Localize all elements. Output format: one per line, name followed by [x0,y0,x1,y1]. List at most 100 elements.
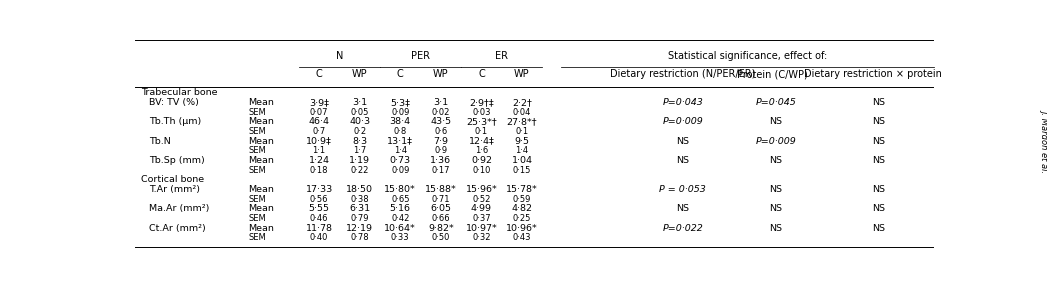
Text: NS: NS [676,204,689,213]
Text: NS: NS [872,204,886,213]
Text: SEM: SEM [248,146,266,155]
Text: 0·92: 0·92 [471,156,492,165]
Text: 0·05: 0·05 [351,108,369,116]
Text: NS: NS [676,136,689,146]
Text: 0·7: 0·7 [312,127,326,136]
Text: 3·1: 3·1 [352,98,367,107]
Text: C: C [316,69,322,79]
Text: 0·18: 0·18 [310,166,329,175]
Text: 0·73: 0·73 [389,156,410,165]
Text: 38·4: 38·4 [389,117,410,126]
Text: 3·1: 3·1 [433,98,448,107]
Text: 0·17: 0·17 [431,166,450,175]
Text: Mean: Mean [248,224,274,233]
Text: 0·42: 0·42 [392,214,409,223]
Text: Mean: Mean [248,117,274,126]
Text: Mean: Mean [248,185,274,194]
Text: 0·43: 0·43 [513,233,531,242]
Text: 0·65: 0·65 [391,195,409,204]
Text: Tb.N: Tb.N [149,136,171,146]
Text: 15·96*: 15·96* [466,185,497,194]
Text: SEM: SEM [248,233,266,242]
Text: 40·3: 40·3 [349,117,371,126]
Text: 0·59: 0·59 [513,195,531,204]
Text: SEM: SEM [248,127,266,136]
Text: WP: WP [514,69,530,79]
Text: 10·9‡: 10·9‡ [306,136,332,146]
Text: Mean: Mean [248,156,274,165]
Text: SEM: SEM [248,166,266,175]
Text: 15·78*: 15·78* [506,185,538,194]
Text: 0·09: 0·09 [392,108,409,116]
Text: NS: NS [872,224,886,233]
Text: 0·56: 0·56 [310,195,329,204]
Text: Tb.Th (μm): Tb.Th (μm) [149,117,201,126]
Text: 0·71: 0·71 [431,195,450,204]
Text: 0·25: 0·25 [513,214,531,223]
Text: 0·02: 0·02 [431,108,450,116]
Text: BV: TV (%): BV: TV (%) [149,98,199,107]
Text: NS: NS [872,98,886,107]
Text: ER: ER [495,51,508,61]
Text: C: C [397,69,404,79]
Text: 0·07: 0·07 [310,108,329,116]
Text: P=0·009: P=0·009 [663,117,703,126]
Text: NS: NS [872,117,886,126]
Text: 15·80*: 15·80* [384,185,416,194]
Text: 12·19: 12·19 [347,224,373,233]
Text: 0·15: 0·15 [513,166,531,175]
Text: 6·05: 6·05 [430,204,451,213]
Text: 0·50: 0·50 [431,233,450,242]
Text: 0·03: 0·03 [472,108,491,116]
Text: 1·04: 1·04 [512,156,533,165]
Text: SEM: SEM [248,214,266,223]
Text: 7·9: 7·9 [433,136,448,146]
Text: T.Ar (mm²): T.Ar (mm²) [149,185,200,194]
Text: P=0·009: P=0·009 [756,136,797,146]
Text: 5·16: 5·16 [389,204,410,213]
Text: 0·9: 0·9 [435,146,447,155]
Text: NS: NS [872,136,886,146]
Text: 1·4: 1·4 [515,146,529,155]
Text: 0·04: 0·04 [513,108,531,116]
Text: 0·1: 0·1 [475,127,488,136]
Text: 1·6: 1·6 [474,146,488,155]
Text: P=0·045: P=0·045 [756,98,797,107]
Text: 17·33: 17·33 [306,185,333,194]
Text: J. Mardon et al.: J. Mardon et al. [1041,109,1047,173]
Text: 8·3: 8·3 [352,136,367,146]
Text: Statistical significance, effect of:: Statistical significance, effect of: [668,51,827,61]
Text: 6·31: 6·31 [349,204,371,213]
Text: 2·2†: 2·2† [512,98,532,107]
Text: Ma.Ar (mm²): Ma.Ar (mm²) [149,204,209,213]
Text: 1·19: 1·19 [350,156,371,165]
Text: NS: NS [770,224,782,233]
Text: WP: WP [433,69,449,79]
Text: Tb.Sp (mm): Tb.Sp (mm) [149,156,204,165]
Text: Trabecular bone: Trabecular bone [140,88,217,97]
Text: SEM: SEM [248,195,266,204]
Text: 0·66: 0·66 [431,214,450,223]
Text: SEM: SEM [248,108,266,116]
Text: Dietary restriction (N/PER/ER): Dietary restriction (N/PER/ER) [610,69,755,79]
Text: 18·50: 18·50 [347,185,373,194]
Text: NS: NS [770,156,782,165]
Text: 1·1: 1·1 [313,146,326,155]
Text: NS: NS [770,204,782,213]
Text: Cortical bone: Cortical bone [140,175,204,184]
Text: 4·82: 4·82 [512,204,533,213]
Text: 4·99: 4·99 [471,204,492,213]
Text: 0·8: 0·8 [394,127,407,136]
Text: 25·3*†: 25·3*† [466,117,496,126]
Text: 1·24: 1·24 [309,156,330,165]
Text: 3·9‡: 3·9‡ [309,98,329,107]
Text: 0·22: 0·22 [351,166,369,175]
Text: 0·32: 0·32 [472,233,491,242]
Text: Mean: Mean [248,98,274,107]
Text: Dietary restriction × protein: Dietary restriction × protein [804,69,942,79]
Text: 0·40: 0·40 [310,233,329,242]
Text: P=0·043: P=0·043 [663,98,703,107]
Text: Mean: Mean [248,136,274,146]
Text: NS: NS [770,185,782,194]
Text: C: C [478,69,485,79]
